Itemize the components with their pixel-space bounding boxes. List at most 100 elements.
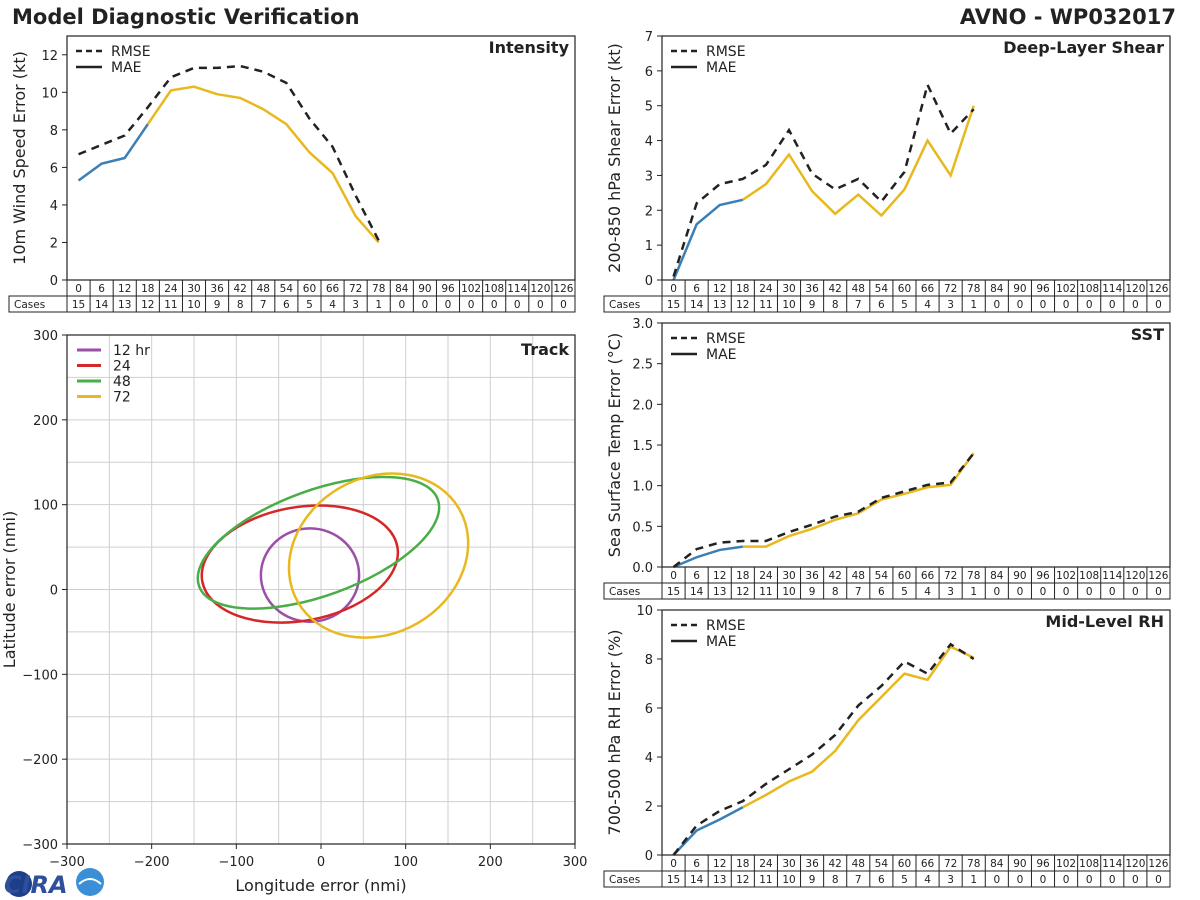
forecast-hour: 78 xyxy=(372,283,385,295)
track-ytick-label: 0 xyxy=(50,584,58,599)
cases-row xyxy=(603,870,1171,888)
case-count: 4 xyxy=(924,586,931,598)
forecast-hour: 96 xyxy=(1036,570,1050,582)
forecast-hour: 120 xyxy=(1125,570,1145,582)
shear-frame xyxy=(661,35,1171,281)
shear-ytick-label: 5 xyxy=(645,100,653,115)
case-count: 0 xyxy=(1109,874,1116,886)
intensity-ytick-label: 10 xyxy=(41,86,58,101)
case-count: 0 xyxy=(398,299,405,311)
track-legend-label: 24 xyxy=(113,359,131,375)
track-legend-label: 48 xyxy=(113,374,131,390)
mae-legend-label: MAE xyxy=(706,60,737,76)
forecast-hour: 72 xyxy=(944,858,957,870)
case-count: 10 xyxy=(187,299,200,311)
intensity-mae-line-early xyxy=(77,123,149,182)
case-count: 3 xyxy=(947,586,954,598)
forecast-hour: 114 xyxy=(507,283,527,295)
intensity-frame xyxy=(66,35,576,281)
rh-rmse-line xyxy=(672,642,975,856)
forecast-hour: 114 xyxy=(1102,570,1122,582)
case-count: 15 xyxy=(667,586,680,598)
track-xtick-label: 300 xyxy=(563,855,588,870)
cases-label: Cases xyxy=(609,299,640,311)
track-xtick-label: −200 xyxy=(134,855,170,870)
rh-ytick-label: 8 xyxy=(645,653,653,668)
sst-mae-line-early xyxy=(673,545,743,569)
forecast-hour: 24 xyxy=(164,283,178,295)
forecast-hour: 108 xyxy=(1079,858,1099,870)
forecast-hour: 90 xyxy=(418,283,431,295)
track-xtick-label: 100 xyxy=(393,855,418,870)
forecast-hour: 126 xyxy=(553,283,573,295)
forecast-hour: 12 xyxy=(713,570,726,582)
sst-title: SST xyxy=(1131,325,1164,344)
case-count: 4 xyxy=(924,874,931,886)
track-error-ellipse-12-hr xyxy=(259,527,361,623)
mae-legend-label: MAE xyxy=(111,60,142,76)
case-count: 0 xyxy=(445,299,452,311)
case-count: 0 xyxy=(1040,586,1047,598)
cases-label: Cases xyxy=(14,299,45,311)
case-count: 0 xyxy=(560,299,567,311)
track-xtick-label: −300 xyxy=(49,855,85,870)
forecast-hour: 78 xyxy=(967,283,980,295)
case-count: 0 xyxy=(993,586,1000,598)
case-count: 10 xyxy=(782,874,795,886)
case-count: 9 xyxy=(214,299,221,311)
shear-ytick-label: 6 xyxy=(645,65,653,80)
forecast-hour: 42 xyxy=(828,283,841,295)
intensity-ytick-label: 2 xyxy=(50,236,58,251)
forecast-hour: 60 xyxy=(898,858,911,870)
case-count: 13 xyxy=(713,299,726,311)
case-count: 1 xyxy=(375,299,382,311)
shear-title: Deep-Layer Shear xyxy=(1003,38,1164,57)
forecast-hour: 54 xyxy=(875,283,889,295)
case-count: 15 xyxy=(667,874,680,886)
case-count: 8 xyxy=(237,299,244,311)
forecast-hour: 90 xyxy=(1013,858,1026,870)
cases-row xyxy=(603,582,1171,600)
cases-label: Cases xyxy=(609,586,640,598)
case-count: 11 xyxy=(759,299,772,311)
case-count: 11 xyxy=(759,874,772,886)
case-count: 0 xyxy=(1109,299,1116,311)
forecast-hour: 78 xyxy=(967,570,980,582)
forecast-hour: 84 xyxy=(395,283,409,295)
rh-ytick-label: 6 xyxy=(645,702,653,717)
forecast-hour: 24 xyxy=(759,858,773,870)
case-count: 0 xyxy=(491,299,498,311)
case-count: 7 xyxy=(855,586,862,598)
forecast-hour: 24 xyxy=(759,283,773,295)
shear-mae-line-late xyxy=(742,105,975,218)
rh-title: Mid-Level RH xyxy=(1045,612,1164,631)
cases-row xyxy=(8,295,576,313)
forecast-hour: 120 xyxy=(1125,283,1145,295)
rh-frame xyxy=(661,609,1171,856)
case-count: 0 xyxy=(1063,874,1070,886)
forecast-hour: 84 xyxy=(990,570,1004,582)
sst-rmse-line xyxy=(672,452,975,568)
rh-mae-line-late xyxy=(742,645,975,809)
intensity-rmse-line xyxy=(78,64,380,242)
case-count: 14 xyxy=(95,299,109,311)
forecast-hour: 72 xyxy=(349,283,362,295)
forecast-hour: 30 xyxy=(782,570,795,582)
intensity-mae-line-late xyxy=(146,85,380,244)
case-count: 0 xyxy=(1040,299,1047,311)
shear-ytick-label: 0 xyxy=(645,274,653,289)
forecast-hour: 6 xyxy=(693,283,700,295)
forecast-hour: 126 xyxy=(1148,570,1168,582)
case-count: 9 xyxy=(809,299,816,311)
case-count: 12 xyxy=(736,874,749,886)
cira-logo: CIRA xyxy=(4,868,104,899)
forecast-hour: 72 xyxy=(944,570,957,582)
case-count: 9 xyxy=(809,586,816,598)
case-count: 8 xyxy=(832,299,839,311)
case-count: 13 xyxy=(118,299,131,311)
case-count: 4 xyxy=(329,299,336,311)
